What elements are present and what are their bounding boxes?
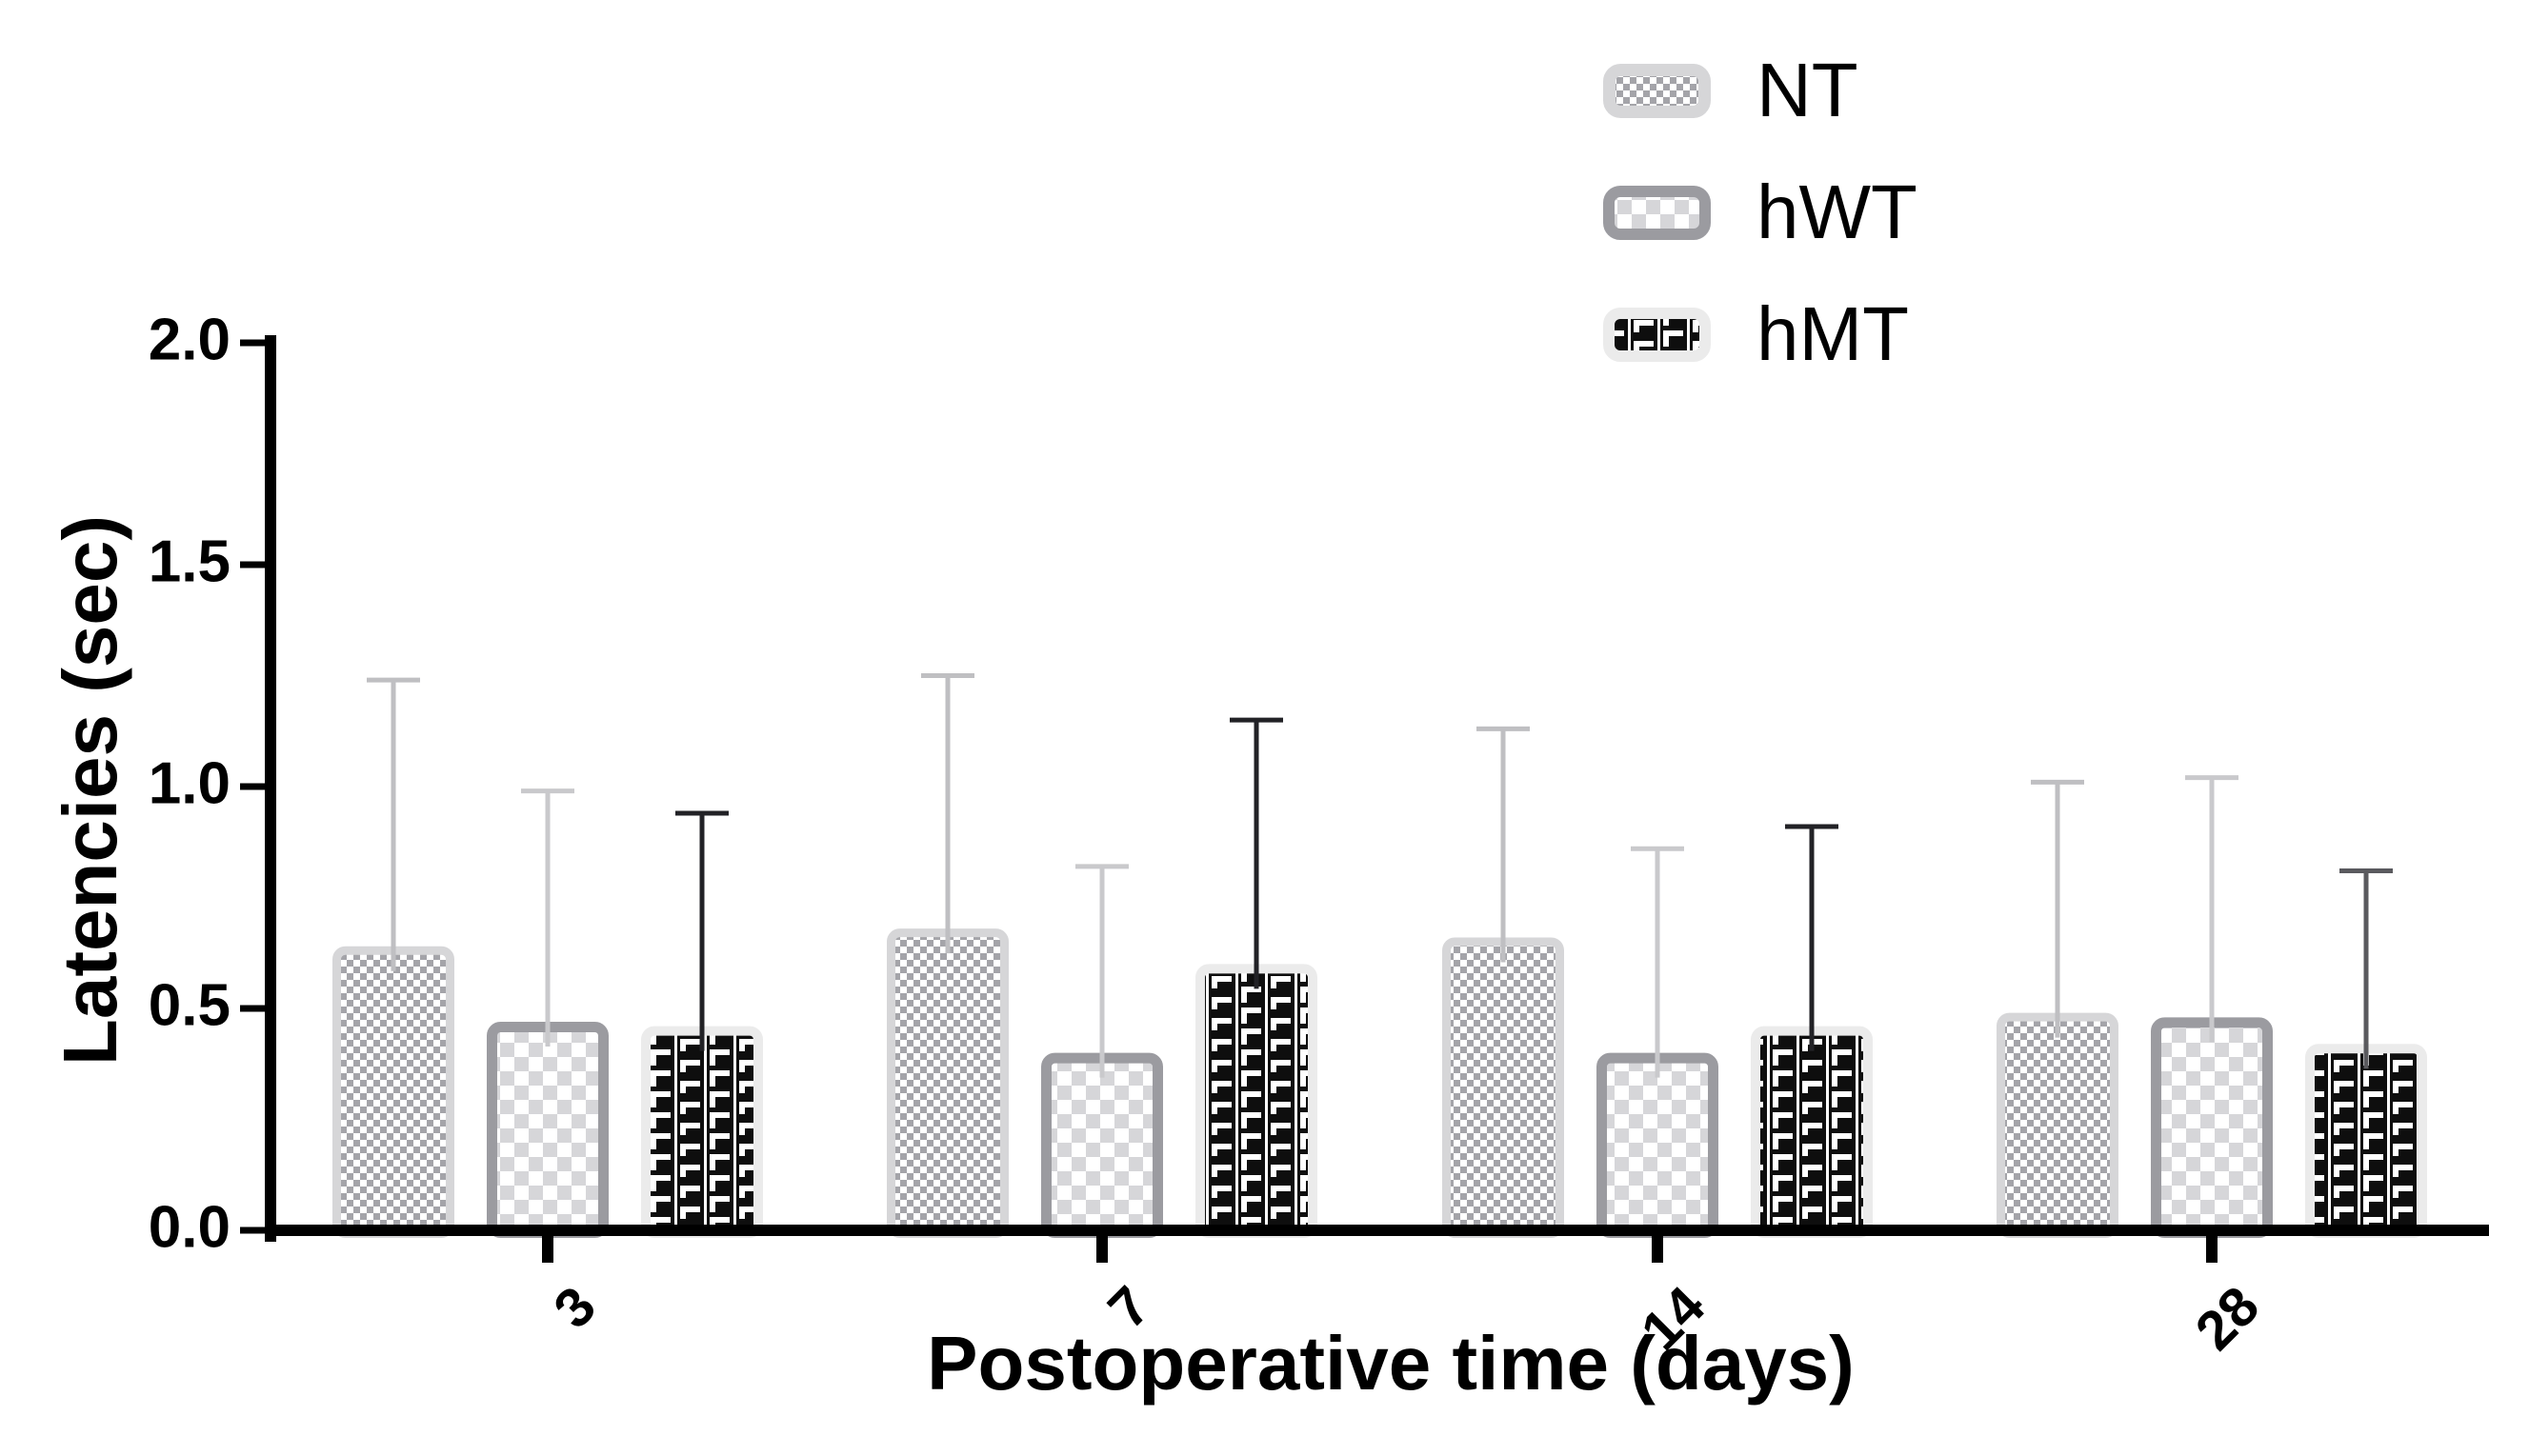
- y-axis-tick: [240, 561, 265, 568]
- y-tick-label-0.0: 0.0: [148, 1194, 231, 1261]
- bar-hMT-day3: [641, 1026, 763, 1239]
- legend-item-hWT: hWT: [1603, 174, 1917, 250]
- y-axis-tick: [240, 1227, 265, 1234]
- legend-item-NT: NT: [1603, 52, 1858, 129]
- y-tick-label-2.0: 2.0: [148, 307, 231, 373]
- legend-swatch-hMT: [1603, 307, 1711, 362]
- y-axis-line: [265, 335, 276, 1242]
- x-axis-tick: [1652, 1236, 1663, 1263]
- legend-swatch-NT: [1603, 63, 1711, 118]
- axes: [240, 335, 2489, 1263]
- bar-hMT-day7: [1195, 964, 1317, 1239]
- bar-NT-day14: [1442, 937, 1564, 1238]
- legend-label-NT: NT: [1756, 48, 1858, 132]
- y-tick-label-0.5: 0.5: [148, 972, 231, 1039]
- x-axis-title: Postoperative time (days): [927, 1321, 1855, 1406]
- bar-NT-day7: [887, 928, 1009, 1238]
- y-axis-tick: [240, 1005, 265, 1012]
- x-axis-tick: [1096, 1236, 1108, 1263]
- y-axis-tick: [240, 783, 265, 790]
- bar-hWT-day3: [487, 1021, 609, 1238]
- bar-hWT-day7: [1041, 1052, 1163, 1238]
- y-tick-label-1.5: 1.5: [148, 529, 231, 595]
- bar-NT-day28: [1997, 1012, 2118, 1239]
- bar-hMT-day14: [1751, 1026, 1873, 1239]
- bars: [332, 928, 2427, 1239]
- bar-NT-day3: [332, 946, 454, 1238]
- bar-hMT-day28: [2305, 1044, 2427, 1239]
- legend-item-hMT: hMT: [1603, 296, 1909, 372]
- bar-hWT-day28: [2151, 1017, 2273, 1238]
- y-axis-tick: [240, 339, 265, 347]
- x-axis-tick: [2206, 1236, 2218, 1263]
- x-axis-line: [265, 1225, 2489, 1236]
- x-axis-tick: [542, 1236, 553, 1263]
- legend-swatch-hWT: [1603, 185, 1711, 240]
- legend-label-hMT: hMT: [1756, 291, 1909, 376]
- error-bars: [367, 673, 2393, 1078]
- bar-hWT-day14: [1596, 1052, 1718, 1238]
- y-tick-label-1.0: 1.0: [148, 750, 231, 817]
- legend-label-hWT: hWT: [1756, 170, 1917, 254]
